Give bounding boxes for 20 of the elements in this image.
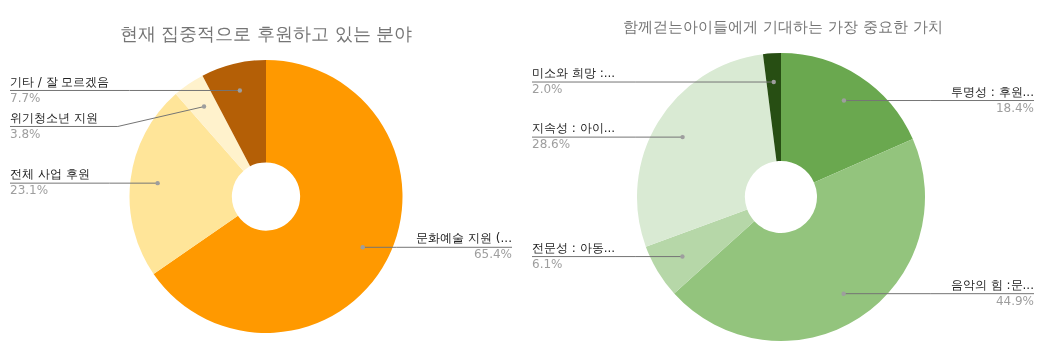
slice-label: 전체 사업 후원 <box>10 167 90 182</box>
slice-label: 기타 / 잘 모르겠음 <box>10 74 110 89</box>
slice-label: 전문성 : 아동... <box>532 240 616 255</box>
slice-label: 투명성 : 후원... <box>950 84 1034 99</box>
slice-label: 문화예술 지원 (... <box>416 231 512 246</box>
data-label: 7.7% <box>10 90 41 105</box>
data-label: 18.4% <box>995 100 1034 115</box>
data-label: 65.4% <box>473 247 512 262</box>
data-label: 2.0% <box>532 82 563 97</box>
chart-title: 함께걷는아이들에게 기대하는 가장 중요한 가치 <box>623 18 943 36</box>
slice-label: 음악의 힘 :문... <box>950 277 1034 292</box>
slice-label: 미소와 희망 :... <box>532 66 616 81</box>
slice-label: 지속성 : 아이... <box>532 121 616 136</box>
data-label: 3.8% <box>10 126 41 141</box>
data-label: 6.1% <box>532 256 563 271</box>
data-label: 23.1% <box>10 183 49 198</box>
slice-label: 위기청소년 지원 <box>10 110 98 125</box>
data-label: 44.9% <box>995 293 1034 308</box>
data-label: 28.6% <box>532 137 571 152</box>
chart-title: 현재 집중적으로 후원하고 있는 분야 <box>119 23 413 44</box>
